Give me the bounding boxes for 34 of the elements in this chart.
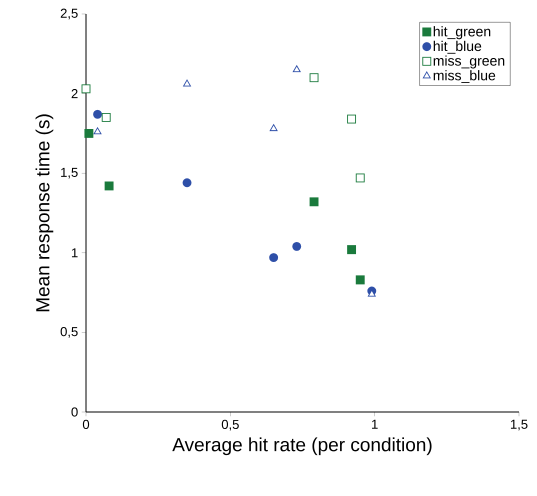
point	[104, 181, 114, 190]
y-tick-label: 0	[71, 407, 78, 417]
x-tick-label: 0,5	[222, 420, 239, 431]
point	[292, 242, 302, 251]
point	[347, 245, 356, 254]
legend-label: miss_green	[434, 55, 504, 68]
x-tick-label: 1,5	[510, 420, 528, 430]
point	[102, 113, 111, 122]
legend-label: hit_blue	[434, 40, 482, 54]
legend-label: miss_blue	[434, 70, 496, 84]
y-tick-label: 1,5	[61, 168, 78, 178]
point	[94, 127, 102, 134]
point	[84, 128, 94, 138]
point	[292, 65, 301, 72]
legend-label: hit_green	[434, 26, 490, 40]
x-tick-label: 0	[82, 420, 90, 430]
point	[93, 110, 102, 119]
x-axis-title: Average hit rate (per condition)	[172, 437, 432, 456]
point	[182, 178, 192, 188]
y-tick-label: 1	[72, 248, 78, 258]
y-axis-title: Mean response time (s)	[36, 114, 54, 312]
y-tick-label: 2	[72, 89, 78, 98]
point	[82, 84, 90, 94]
point	[356, 174, 365, 182]
point	[356, 275, 365, 284]
y-tick-label: 2,5	[60, 8, 78, 20]
x-tick-label: 1	[372, 420, 378, 429]
y-tick-label: 0,5	[60, 327, 78, 338]
point	[270, 124, 278, 132]
point	[269, 253, 278, 262]
point	[347, 114, 356, 124]
point	[183, 80, 191, 86]
point	[310, 73, 318, 82]
point	[310, 197, 318, 206]
